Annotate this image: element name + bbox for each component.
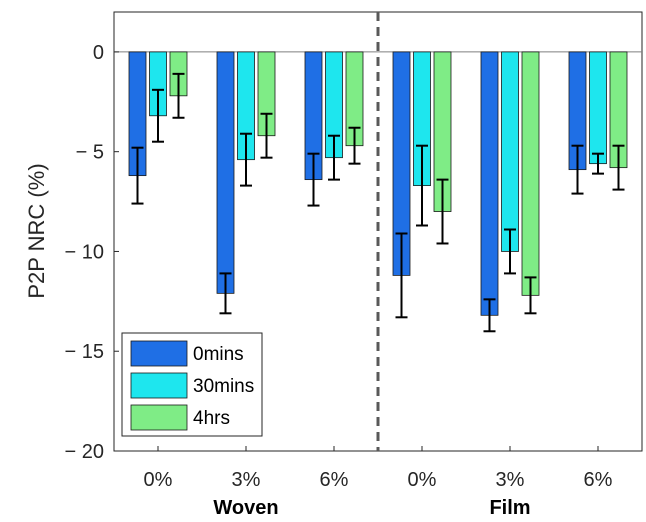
y-tick-label: − 5 — [76, 142, 104, 164]
x-tick-label: 6% — [584, 469, 613, 491]
group-labels: Woven Film — [213, 497, 530, 519]
group-label-film: Film — [489, 497, 530, 519]
bar-4hrs-4 — [521, 51, 540, 296]
legend-swatch-0mins — [130, 340, 188, 367]
y-tick-label: 0 — [93, 42, 104, 64]
x-axis-tick-labels: 0% 3% 6% 0% 3% 6% — [144, 446, 613, 491]
legend: 0mins 30mins 4hrs — [121, 332, 263, 437]
y-tick-label: − 15 — [65, 341, 104, 363]
x-tick-label: 6% — [320, 469, 349, 491]
y-axis-label: P2P NRC (%) — [24, 163, 49, 298]
bar-30mins-4 — [501, 51, 519, 252]
bar-0mins-4 — [480, 51, 499, 316]
y-tick-label: − 20 — [65, 441, 104, 463]
x-tick-label: 0% — [144, 469, 173, 491]
x-tick-label: 3% — [496, 469, 525, 491]
group-label-woven: Woven — [213, 497, 278, 519]
legend-swatch-4hrs — [130, 404, 188, 431]
y-tick-label: − 10 — [65, 241, 104, 263]
legend-label-30mins: 30mins — [193, 376, 254, 397]
y-axis-ticks: 0 − 5 − 10 − 15 − 20 — [65, 42, 119, 463]
legend-swatch-30mins — [130, 372, 188, 399]
bars-layer — [128, 51, 628, 333]
legend-label-4hrs: 4hrs — [193, 408, 230, 429]
bar-30mins-5 — [589, 51, 607, 165]
bar-0mins-1 — [216, 51, 235, 294]
x-tick-label: 3% — [232, 469, 261, 491]
legend-label-0mins: 0mins — [193, 344, 244, 365]
x-tick-label: 0% — [408, 469, 437, 491]
